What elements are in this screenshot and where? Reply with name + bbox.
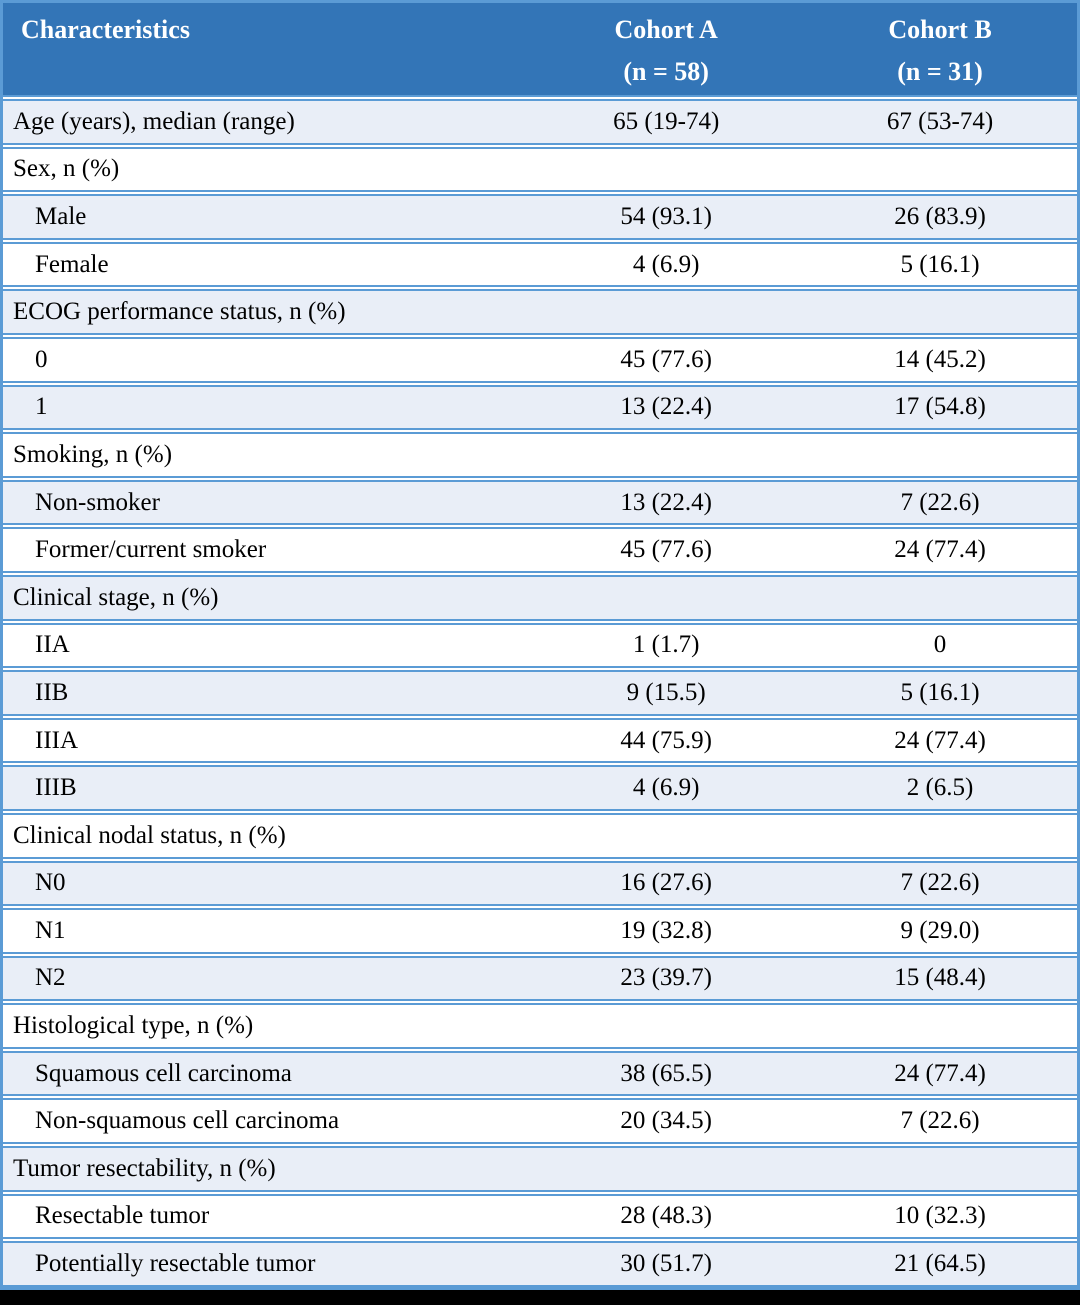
row-label: Former/current smoker (35, 536, 267, 564)
header-characteristics: Characteristics (3, 3, 529, 95)
cohort-b-value: 2 (6.5) (906, 774, 974, 802)
header-cohort-a-label: Cohort A (614, 15, 718, 44)
table-row: N2 23 (39.7) 15 (48.4) (3, 955, 1077, 1002)
cohort-b-value: 17 (54.8) (894, 393, 986, 421)
table-row: Former/current smoker 45 (77.6) 24 (77.4… (3, 527, 1077, 573)
table-row: Male 54 (93.1) 26 (83.9) (3, 194, 1077, 240)
header-cohort-b-n: (n = 31) (897, 57, 983, 86)
cohort-a-value: 54 (93.1) (620, 202, 712, 230)
row-label: Clinical nodal status, n (%) (13, 821, 286, 849)
cohort-b-value: 67 (53-74) (886, 107, 994, 135)
table-row: Smoking, n (%) (3, 432, 1077, 478)
row-label: Sex, n (%) (13, 155, 120, 183)
table-row: IIB 9 (15.5) 5 (16.1) (3, 670, 1077, 716)
row-label: Potentially resectable tumor (35, 1250, 316, 1278)
table-row: Tumor resectability, n (%) (3, 1146, 1077, 1192)
header-characteristics-label: Characteristics (21, 15, 190, 44)
cohort-a-value: 13 (22.4) (620, 393, 712, 421)
cohort-b-value: 5 (16.1) (900, 250, 980, 278)
cohort-b-value: 14 (45.2) (894, 345, 986, 373)
table-row: Clinical nodal status, n (%) (3, 812, 1077, 859)
cohort-b-value: 10 (32.3) (894, 1202, 986, 1230)
table-row: Squamous cell carcinoma 38 (65.5) 24 (77… (3, 1050, 1077, 1097)
table-row: Potentially resectable tumor 30 (51.7) 2… (3, 1241, 1077, 1287)
cohort-b-value: 24 (77.4) (894, 726, 986, 754)
table-row: Sex, n (%) (3, 146, 1077, 193)
cohort-a-value: 1 (1.7) (632, 631, 700, 659)
cohort-b-value: 26 (83.9) (894, 202, 986, 230)
header-cohort-a-n: (n = 58) (623, 57, 709, 86)
row-label: IIB (35, 678, 69, 706)
row-label: 1 (35, 393, 48, 421)
table-row: ECOG performance status, n (%) (3, 289, 1077, 335)
cohort-a-value: 20 (34.5) (620, 1107, 712, 1135)
row-label: Female (35, 250, 109, 278)
row-label: N1 (35, 916, 66, 944)
cohort-b-value: 0 (933, 631, 947, 659)
cohort-a-value: 38 (65.5) (620, 1059, 712, 1087)
row-label: N0 (35, 869, 66, 897)
cohort-b-value: 7 (22.6) (900, 1107, 980, 1135)
cohort-a-value: 19 (32.8) (620, 916, 712, 944)
row-label: IIIB (35, 774, 77, 802)
cohort-b-value: 7 (22.6) (900, 488, 980, 516)
row-label: IIIA (35, 726, 79, 754)
row-label: Non-smoker (35, 488, 160, 516)
cohort-b-value: 5 (16.1) (900, 678, 980, 706)
cohort-a-value: 28 (48.3) (620, 1202, 712, 1230)
table-row: Non-smoker 13 (22.4) 7 (22.6) (3, 479, 1077, 526)
cohort-b-value: 21 (64.5) (894, 1250, 986, 1278)
row-label: IIA (35, 631, 70, 659)
cohort-a-value: 44 (75.9) (620, 726, 712, 754)
row-label: Clinical stage, n (%) (13, 583, 219, 611)
cohort-b-value: 24 (77.4) (894, 536, 986, 564)
row-label: Age (years), median (range) (13, 107, 295, 135)
row-label: 0 (35, 345, 48, 373)
row-label: Squamous cell carcinoma (35, 1059, 292, 1087)
table-row: 1 13 (22.4) 17 (54.8) (3, 384, 1077, 431)
cohort-a-value: 45 (77.6) (620, 536, 712, 564)
header-characteristics-subline (21, 51, 529, 93)
cohort-a-value: 16 (27.6) (620, 869, 712, 897)
cohort-a-value: 45 (77.6) (620, 345, 712, 373)
row-label: ECOG performance status, n (%) (13, 298, 346, 326)
cohort-b-value: 9 (29.0) (900, 916, 980, 944)
table-row: Age (years), median (range) 65 (19-74) 6… (3, 99, 1077, 145)
cohort-b-value: 15 (48.4) (894, 964, 986, 992)
cohort-a-value: 23 (39.7) (620, 964, 712, 992)
row-label: Smoking, n (%) (13, 440, 173, 468)
table-row: N0 16 (27.6) 7 (22.6) (3, 860, 1077, 907)
header-cohort-b: Cohort B (n = 31) (803, 3, 1077, 95)
cohort-b-value: 24 (77.4) (894, 1059, 986, 1087)
table-row: Non-squamous cell carcinoma 20 (34.5) 7 … (3, 1098, 1077, 1145)
table-row: Clinical stage, n (%) (3, 574, 1077, 621)
row-label: Resectable tumor (35, 1202, 210, 1230)
cohort-b-value: 7 (22.6) (900, 869, 980, 897)
table-row: IIA 1 (1.7) 0 (3, 622, 1077, 669)
row-label: Tumor resectability, n (%) (13, 1154, 276, 1182)
table-row: 0 45 (77.6) 14 (45.2) (3, 336, 1077, 383)
cohort-a-value: 9 (15.5) (626, 678, 706, 706)
table-row: Histological type, n (%) (3, 1003, 1077, 1049)
table-row: IIIA 44 (75.9) 24 (77.4) (3, 717, 1077, 764)
cohort-a-value: 30 (51.7) (620, 1250, 712, 1278)
row-label: Non-squamous cell carcinoma (35, 1107, 340, 1135)
table-row: N1 19 (32.8) 9 (29.0) (3, 908, 1077, 954)
cohort-a-value: 13 (22.4) (620, 488, 712, 516)
row-label: N2 (35, 964, 66, 992)
table-row: Resectable tumor 28 (48.3) 10 (32.3) (3, 1193, 1077, 1240)
cohort-a-value: 4 (6.9) (632, 250, 700, 278)
table-header-row: Characteristics Cohort A (n = 58) Cohort… (3, 3, 1077, 97)
header-cohort-a: Cohort A (n = 58) (529, 3, 803, 95)
cohort-a-value: 4 (6.9) (632, 774, 700, 802)
table-row: Female 4 (6.9) 5 (16.1) (3, 241, 1077, 288)
row-label: Histological type, n (%) (13, 1012, 254, 1040)
row-label: Male (35, 202, 87, 230)
header-cohort-b-label: Cohort B (888, 15, 992, 44)
cohort-a-value: 65 (19-74) (613, 107, 720, 135)
table-row: IIIB 4 (6.9) 2 (6.5) (3, 765, 1077, 811)
